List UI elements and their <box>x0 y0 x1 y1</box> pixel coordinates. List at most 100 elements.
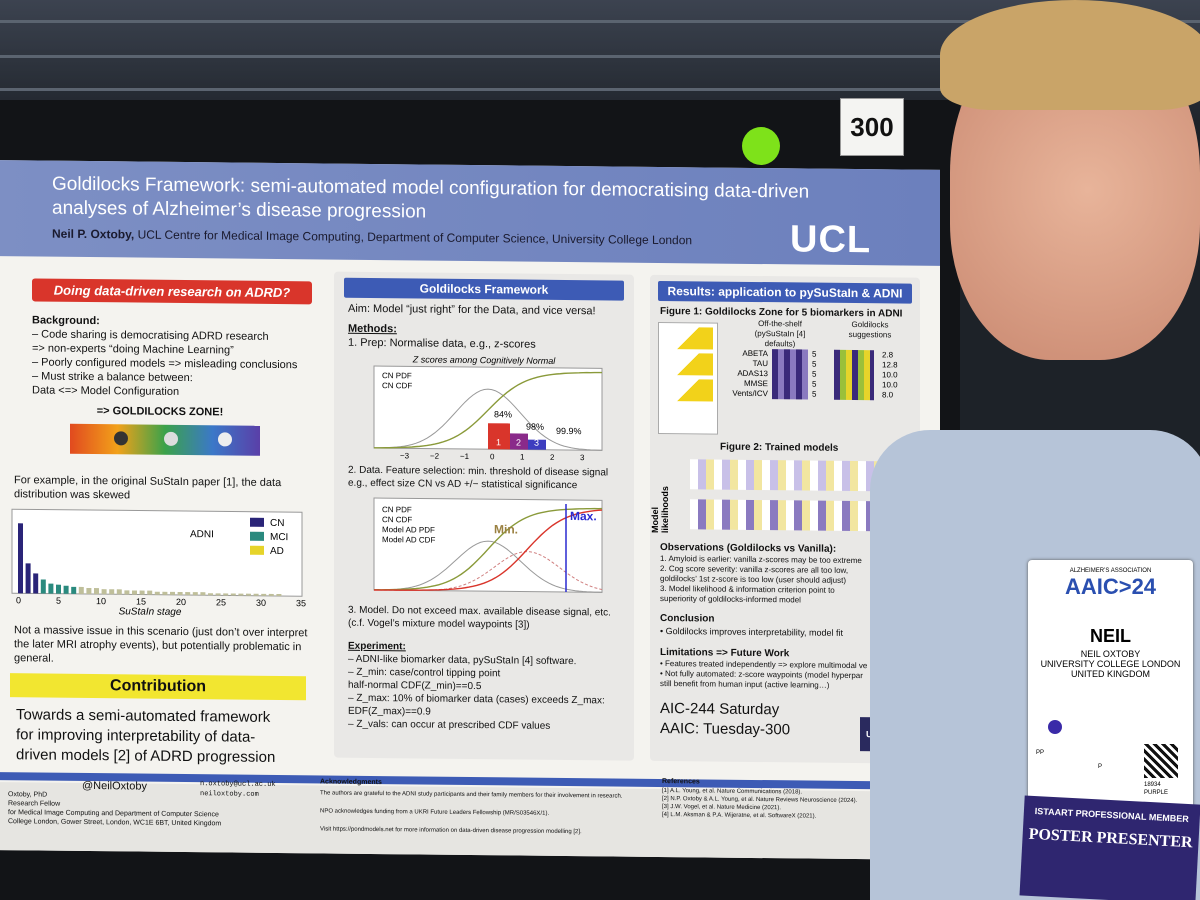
zchart-title: Z scores among Cognitively Normal <box>412 354 557 366</box>
hist-xticks: 0 5 10 15 20 25 30 35 <box>16 595 306 608</box>
biomarker-label: ADAS13 <box>737 368 768 379</box>
poster-title: Goldilocks Framework: semi-automated mod… <box>52 173 810 223</box>
hist-bar <box>261 593 267 596</box>
step1-text: 1. Prep: Normalise data, e.g., z-scores <box>348 336 536 351</box>
hist-bar <box>86 587 92 595</box>
ack-heading: Acknowledgments <box>320 778 382 787</box>
biomarker-label: MMSE <box>744 378 768 389</box>
hist-bar <box>177 591 183 595</box>
zscore-chart: Z scores among Cognitively Normal 1 2 3 … <box>373 354 603 462</box>
hist-frame <box>11 508 303 597</box>
contribution-banner: Contribution <box>10 673 306 701</box>
adlegend-cnpdf: CN PDF <box>382 505 412 514</box>
hist-bar <box>238 593 244 596</box>
hist-bar <box>170 591 175 595</box>
zmax-default-value: 5 <box>812 369 817 379</box>
hist-bar <box>147 590 153 595</box>
ad-cn-cdf-curve <box>373 507 603 591</box>
example-text: For example, in the original SuStaIn pap… <box>14 474 282 502</box>
hist-bar <box>71 586 77 594</box>
hist-bar <box>200 592 206 596</box>
hist-bar <box>116 589 122 595</box>
adchart-frame <box>373 497 603 593</box>
badge-code-2: P <box>1098 764 1103 770</box>
hist-xtick: 0 <box>16 595 21 605</box>
cn-cdf-curve <box>374 371 602 449</box>
contribution-text: Towards a semi-automated framework for i… <box>16 706 276 766</box>
ack-3: Visit https://pondmodels.net for more in… <box>320 826 582 836</box>
hist-bar <box>101 589 107 595</box>
zlegend-pdf: CN PDF <box>382 371 412 380</box>
poster-author: Neil P. Oxtoby, UCL Centre for Medical I… <box>52 227 692 248</box>
sustain-histogram: ADNI CN MCI AD 0 5 10 15 20 25 30 35 SuStaIn st… <box>11 508 306 618</box>
zlegend-cdf: CN CDF <box>382 381 412 390</box>
hist-bar <box>139 590 145 595</box>
max-label: Max. <box>570 509 597 523</box>
step2-text: 2. Data. Feature selection: min. thresho… <box>348 464 609 492</box>
zmax-default-value: 5 <box>812 389 817 399</box>
adlegend-cncdf: CN CDF <box>382 515 412 524</box>
fig2-ylabel: Model likelihoods <box>650 485 670 534</box>
planet-right <box>164 431 178 446</box>
truss-beam <box>0 88 1200 91</box>
hist-bar <box>109 589 115 595</box>
hist-bar <box>246 593 251 596</box>
ad-cn-pdf-curve <box>373 540 603 593</box>
zchart-xtick: −3 <box>400 451 410 460</box>
model-ad-pdf-curve <box>374 551 603 591</box>
hist-xtick: 30 <box>256 598 266 608</box>
booth-number: 300 <box>840 98 904 156</box>
ack-2: NPO acknowledges funding from a UKRI Fut… <box>320 808 550 817</box>
legend-swatch-ad <box>250 545 264 555</box>
planet-cold <box>218 432 232 447</box>
footer-social: @NeilOxtoby <box>82 779 147 793</box>
badge-first-name: NEIL <box>1089 626 1131 646</box>
bin-label-1: 1 <box>496 437 501 447</box>
badge-org: ALZHEIMER’S ASSOCIATION <box>1069 568 1152 574</box>
bin-label-3: 3 <box>534 438 539 448</box>
badge-event: AAIC>24 <box>1064 574 1157 599</box>
bin-3 <box>528 439 546 450</box>
hist-xtick: 15 <box>136 597 146 607</box>
thumb-adas <box>663 353 713 376</box>
hist-bar <box>25 563 31 594</box>
poster-header: Goldilocks Framework: semi-automated mod… <box>0 160 940 266</box>
hist-bar <box>154 591 160 595</box>
hist-bar <box>48 583 54 594</box>
fig1-col-default: Off-the-shelf (pySuStaIn [4] defaults) <box>754 319 806 349</box>
zchart-xticks: −3 −2 −1 0 1 2 3 <box>400 451 585 462</box>
model-ad-cdf-curve <box>374 509 603 591</box>
hist-bar <box>253 593 259 596</box>
presenter-hair <box>940 0 1200 110</box>
ad-model-chart: Max. Min. CN PDF CN CDF Model AD PDF Mod… <box>373 497 603 593</box>
zchart-xtick: −2 <box>430 452 440 461</box>
hist-xlabel: SuStaIn stage <box>119 606 182 618</box>
legend-swatch-mci <box>250 531 264 541</box>
pct-84: 84% <box>494 409 512 419</box>
badge-color: PURPLE <box>1144 790 1169 796</box>
legend-ad: AD <box>270 546 284 557</box>
aim-text: Aim: Model “just right” for the Data, an… <box>348 302 596 318</box>
adlegend-adpdf: Model AD PDF <box>382 525 435 535</box>
experiment-text: – ADNI-like biomarker data, pySuStaIn [4… <box>348 653 605 732</box>
hist-bar <box>185 592 191 596</box>
author-affiliation: UCL Centre for Medical Image Computing, … <box>137 227 693 248</box>
zchart-xtick: 0 <box>490 452 495 461</box>
middle-banner: Goldilocks Framework <box>344 277 624 301</box>
bin-label-2: 2 <box>516 437 521 447</box>
footer-email-2: neiloxtoby.com <box>200 790 259 799</box>
planet-hot <box>114 431 128 446</box>
hist-xtick: 10 <box>96 596 106 606</box>
zchart-xtick: 1 <box>520 453 525 462</box>
adlegend-adcdf: Model AD CDF <box>382 535 435 545</box>
step3-text: 3. Model. Do not exceed max. available d… <box>348 604 611 631</box>
biomarker-label: ABETA <box>742 348 768 359</box>
hist-bar <box>33 573 39 594</box>
hist-bar <box>208 593 213 596</box>
middle-column: Goldilocks Framework Aim: Model “just ri… <box>334 271 634 761</box>
hist-xtick: 5 <box>56 596 61 606</box>
badge-affil-1: UNIVERSITY COLLEGE LONDON <box>1040 659 1181 669</box>
badge-number: 18934 <box>1144 782 1161 788</box>
bin-2 <box>510 433 528 450</box>
